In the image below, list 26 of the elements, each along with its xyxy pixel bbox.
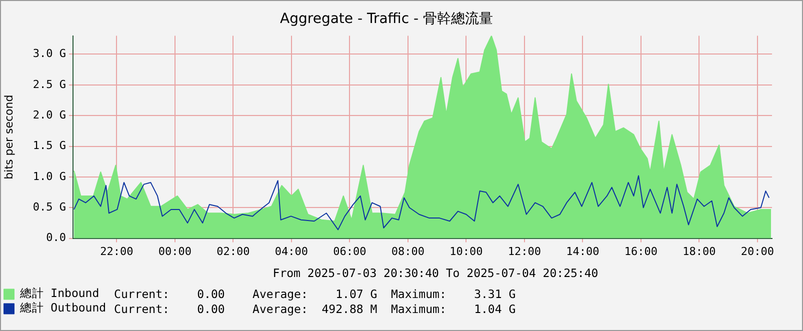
legend-label: 總計 Inbound — [18, 286, 100, 300]
x-tick-label: 12:00 — [508, 244, 541, 258]
text: Current: 0.00 Average: 1.07 G Maximum: 3.31 G — [114, 287, 516, 302]
y-tick-label: 0.5 G — [32, 200, 66, 214]
x-tick-label: 22:00 — [100, 244, 134, 258]
text: From 2025-07-03 20:30:40 To 2025-07-04 20:25:40 — [272, 266, 600, 280]
x-tick-label: 02:00 — [216, 244, 250, 258]
x-tick-label: 04:00 — [274, 244, 308, 258]
y-axis-title: bits per second — [2, 94, 16, 180]
x-tick-label: 14:00 — [566, 244, 600, 258]
x-tick-label: 20:00 — [740, 244, 774, 258]
x-tick-label: 16:00 — [624, 244, 658, 258]
y-tick-label: 1.0 G — [32, 170, 66, 183]
y-tick-label: 2.5 G — [32, 78, 66, 91]
y-tick-label: 3.0 G — [32, 47, 66, 60]
x-tick-label: 06:00 — [333, 244, 366, 258]
y-tick-label: 2.0 G — [32, 108, 66, 122]
y-tick-label: 0.0 — [46, 231, 66, 244]
x-tick-label: 18:00 — [682, 244, 716, 258]
text: Current: 0.00 Average: 492.88 M Maximum: 1.04 G — [114, 302, 516, 316]
chart-title: Aggregate - Traffic - 骨幹總流量 — [280, 11, 493, 28]
x-tick-label: 08:00 — [391, 244, 424, 258]
x-tick-label: 00:00 — [158, 244, 192, 258]
y-tick-label: 1.5 G — [32, 139, 66, 152]
legend-label: 總計 Outbound — [18, 300, 106, 315]
x-tick-label: 10:00 — [450, 244, 483, 258]
